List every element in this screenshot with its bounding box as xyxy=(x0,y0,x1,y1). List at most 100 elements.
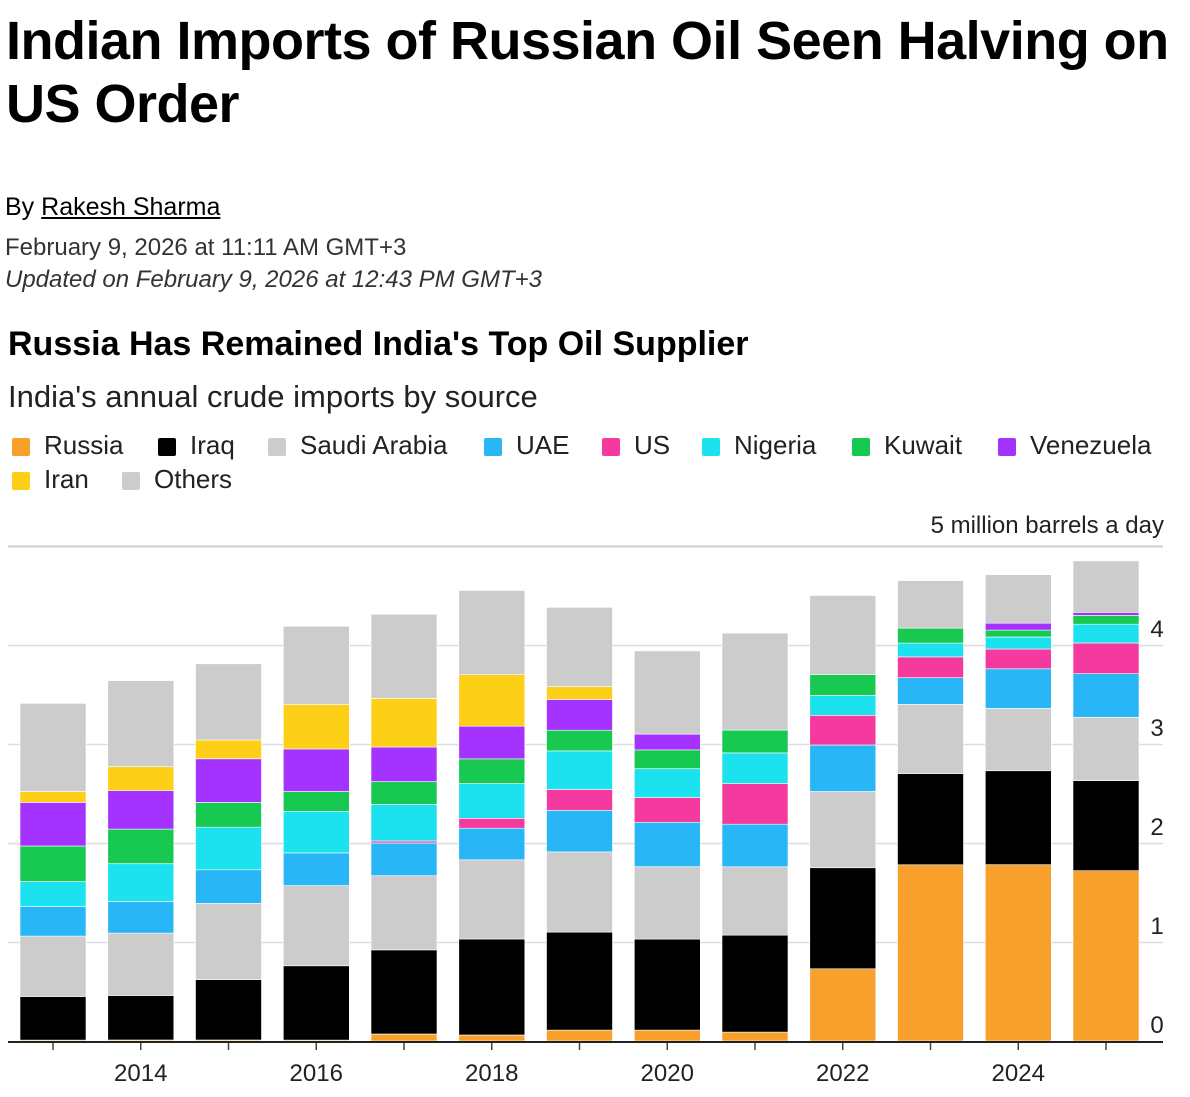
updated-date: Updated on February 9, 2026 at 12:43 PM … xyxy=(5,266,542,293)
bar-segment-2025-nigeria xyxy=(1072,623,1140,644)
legend-label-iran: Iran xyxy=(44,464,89,494)
chart-subtitle: India's annual crude imports by source xyxy=(8,379,538,414)
legend-swatch-us xyxy=(602,438,620,456)
legend-swatch-iraq xyxy=(158,438,176,456)
bar-segment-2015-iran xyxy=(195,739,262,760)
bar-segment-2020-venezuela xyxy=(633,733,701,751)
bar-segment-2013-iraq xyxy=(19,996,87,1041)
bar-segment-2024-kuwait xyxy=(984,629,1052,638)
bar-segment-2014-saudi-arabia xyxy=(107,932,175,996)
legend-swatch-nigeria xyxy=(702,438,720,456)
y-tick-label-0: 0 xyxy=(1150,1012,1163,1039)
author-link[interactable]: Rakesh Sharma xyxy=(41,193,221,221)
bar-segment-2019-russia xyxy=(546,1029,613,1042)
bar-segment-2025-uae xyxy=(1072,673,1140,718)
bar-segment-2015-iraq xyxy=(195,979,262,1041)
bar-segment-2022-others xyxy=(809,595,877,675)
bar-segment-2024-us xyxy=(984,648,1052,670)
bar-segment-2023-others xyxy=(897,580,964,629)
y-tick-label-1: 1 xyxy=(1150,913,1163,940)
bar-segment-2013-kuwait xyxy=(19,845,87,882)
bar-segment-2018-russia xyxy=(458,1034,526,1042)
bar-segment-2019-venezuela xyxy=(546,699,613,731)
bar-segment-2020-kuwait xyxy=(633,749,701,770)
bar-segment-2020-uae xyxy=(633,821,701,868)
bar-segment-2023-uae xyxy=(897,677,964,705)
bar-segment-2021-iraq xyxy=(721,934,789,1033)
byline: By Rakesh Sharma xyxy=(5,192,220,222)
bar-segment-2025-saudi-arabia xyxy=(1072,716,1140,781)
bar-segment-2025-others xyxy=(1072,560,1140,613)
bar-segment-2015-kuwait xyxy=(195,802,262,828)
legend-swatch-saudi-arabia xyxy=(268,438,286,456)
legend-label-others: Others xyxy=(154,464,233,494)
legend-swatch-kuwait xyxy=(852,438,870,456)
bar-segment-2024-uae xyxy=(984,668,1052,709)
stacked-bar-chart: 0 1 2 3 4 2014 2016 2018 2020 2022 2024 xyxy=(8,545,1164,1087)
bar-segment-2014-nigeria xyxy=(107,863,175,902)
byline-prefix: By xyxy=(5,193,35,221)
bar-segment-2018-us xyxy=(458,817,526,829)
bar-segment-2017-uae xyxy=(370,842,438,877)
bar-segment-2019-iran xyxy=(546,686,613,700)
bar-segment-2015-venezuela xyxy=(195,758,262,803)
bar-segment-2015-saudi-arabia xyxy=(195,903,262,980)
bar-segment-2025-venezuela xyxy=(1072,611,1140,616)
headline: Indian Imports of Russian Oil Seen Halvi… xyxy=(6,11,1169,134)
bar-segment-2013-saudi-arabia xyxy=(19,935,87,997)
bar-segment-2025-russia xyxy=(1072,870,1140,1042)
legend-label-iraq: Iraq xyxy=(190,430,235,460)
bar-segment-2022-saudi-arabia xyxy=(809,791,877,868)
x-tick-label-2022: 2022 xyxy=(816,1060,869,1087)
bar-segment-2017-russia xyxy=(370,1033,438,1042)
bar-segment-2021-russia xyxy=(721,1031,789,1042)
published-date: February 9, 2026 at 11:11 AM GMT+3 xyxy=(5,234,407,261)
bar-segment-2023-kuwait xyxy=(897,627,964,644)
bar-segment-2019-saudi-arabia xyxy=(546,851,613,933)
bar-segment-2024-venezuela xyxy=(984,622,1052,631)
bar-segment-2018-kuwait xyxy=(458,758,526,784)
bar-segment-2018-iraq xyxy=(458,938,526,1036)
bar-segment-2018-others xyxy=(458,590,526,675)
bar-segment-2022-russia xyxy=(809,968,877,1042)
bar-segment-2025-iraq xyxy=(1072,780,1140,871)
bar-segment-2022-kuwait xyxy=(809,674,877,696)
bar-segment-2024-saudi-arabia xyxy=(984,708,1052,772)
bar-segment-2014-uae xyxy=(107,901,175,934)
bar-segment-2019-iraq xyxy=(546,931,613,1031)
bar-segment-2014-iraq xyxy=(107,995,175,1041)
bar-segment-2022-us xyxy=(809,714,877,746)
bar-segment-2019-others xyxy=(546,607,613,687)
bar-segment-2013-nigeria xyxy=(19,881,87,907)
bar-segment-2023-iraq xyxy=(897,773,964,866)
bar-segment-2016-venezuela xyxy=(282,748,350,792)
bar-segment-2017-iran xyxy=(370,698,438,748)
bar-segment-2017-iraq xyxy=(370,949,438,1035)
legend-swatch-venezuela xyxy=(998,438,1016,456)
bar-segment-2021-uae xyxy=(721,823,789,868)
bar-segment-2023-saudi-arabia xyxy=(897,704,964,775)
bar-segment-2020-iraq xyxy=(633,938,701,1031)
bar-segment-2015-uae xyxy=(195,869,262,904)
bar-segment-2020-others xyxy=(633,650,701,735)
bar-segment-2021-others xyxy=(721,632,789,731)
bar-segment-2014-iran xyxy=(107,766,175,791)
x-tick-label-2024: 2024 xyxy=(992,1060,1045,1087)
bar-segment-2018-saudi-arabia xyxy=(458,859,526,940)
y-tick-label-2: 2 xyxy=(1150,814,1163,841)
bar-segment-2020-us xyxy=(633,797,701,823)
legend-swatch-uae xyxy=(484,438,502,456)
bar-segment-2013-others xyxy=(19,703,87,792)
bar-segment-2020-russia xyxy=(633,1029,701,1042)
bar-segment-2019-uae xyxy=(546,809,613,853)
legend-swatch-iran xyxy=(12,472,30,490)
bar-segment-2016-others xyxy=(282,625,350,705)
legend-label-russia: Russia xyxy=(44,430,124,460)
bar-segment-2022-nigeria xyxy=(809,695,877,716)
legend-label-nigeria: Nigeria xyxy=(734,430,817,460)
bar-segment-2014-others xyxy=(107,680,175,767)
bar-segment-2023-russia xyxy=(897,864,964,1042)
bar-segment-2016-uae xyxy=(282,852,350,886)
unit-label: 5 million barrels a day xyxy=(930,512,1164,539)
bar-segment-2023-nigeria xyxy=(897,642,964,658)
